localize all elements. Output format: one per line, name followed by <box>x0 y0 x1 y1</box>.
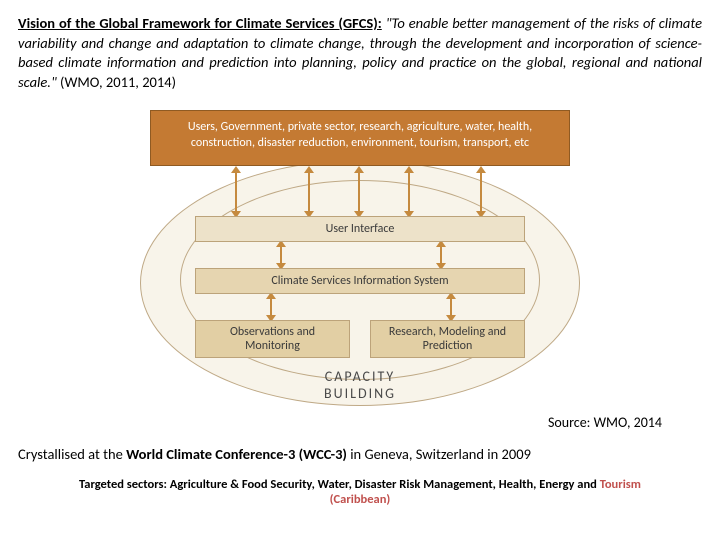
sectors-carib: (Caribbean) <box>18 492 702 507</box>
arrow-8 <box>450 298 452 316</box>
arrow-5 <box>280 246 282 264</box>
arrow-0 <box>235 172 237 212</box>
source-text: Source: WMO, 2014 <box>18 414 702 431</box>
pillar-obs: Observations and Monitoring <box>195 320 350 358</box>
vision-paragraph: Vision of the Global Framework for Clima… <box>18 14 702 92</box>
pillar-ui: User Interface <box>195 216 525 242</box>
crystallised-pre: Crystallised at the <box>18 445 126 463</box>
gfcs-diagram: Users, Government, private sector, resea… <box>80 110 640 410</box>
crystallised-bold: World Climate Conference-3 (WCC-3) <box>126 445 347 463</box>
arrow-4 <box>480 172 482 212</box>
sectors-tourism: Tourism <box>600 477 641 492</box>
crystallised-post: in Geneva, Switzerland in 2009 <box>347 445 531 463</box>
sectors-text: Targeted sectors: Agriculture & Food Sec… <box>18 477 702 507</box>
arrow-3 <box>408 172 410 212</box>
pillar-res: Research, Modeling and Prediction <box>370 320 525 358</box>
users-box: Users, Government, private sector, resea… <box>150 110 570 166</box>
arrow-2 <box>358 172 360 212</box>
pillar-csis: Climate Services Information System <box>195 268 525 294</box>
arrow-6 <box>440 246 442 264</box>
crystallised-text: Crystallised at the World Climate Confer… <box>18 445 702 463</box>
arrow-1 <box>308 172 310 212</box>
capacity-building-label: CAPACITYBUILDING <box>300 368 420 402</box>
vision-lead: Vision of the Global Framework for Clima… <box>18 14 382 32</box>
sectors-main: Targeted sectors: Agriculture & Food Sec… <box>79 477 600 492</box>
arrow-7 <box>270 298 272 316</box>
vision-cite: (WMO, 2011, 2014) <box>60 73 176 91</box>
